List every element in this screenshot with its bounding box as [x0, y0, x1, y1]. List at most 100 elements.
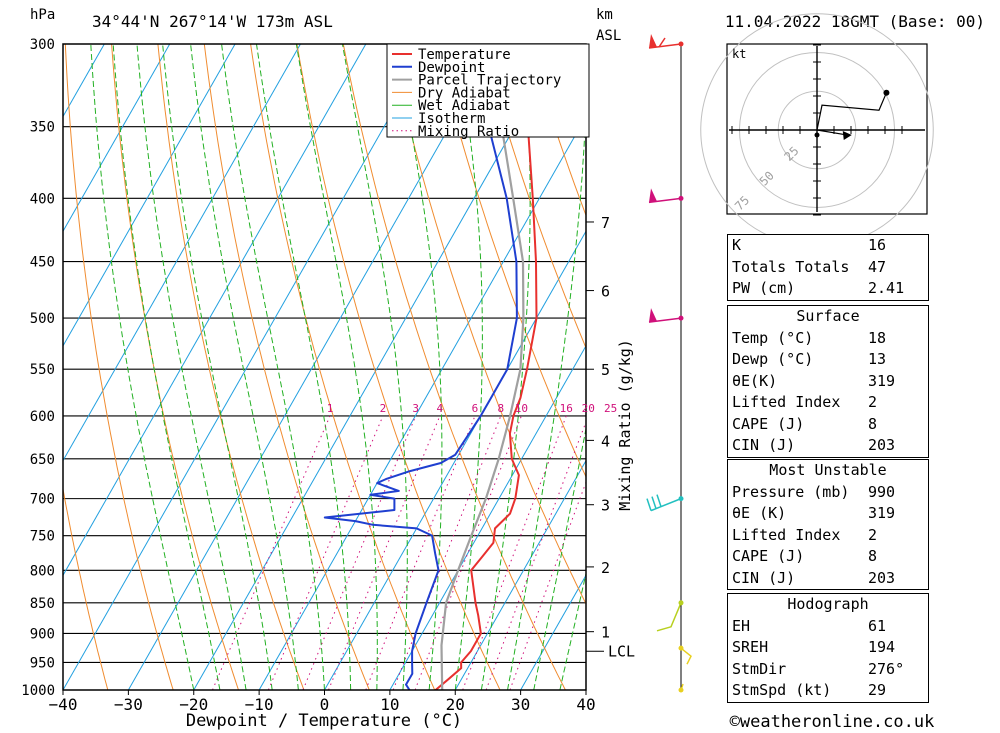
dry-adiabat: [946, 44, 1000, 690]
index-value: 276°: [868, 659, 905, 678]
mixing-ratio-label: 20: [582, 402, 595, 415]
wet-adiabat: [221, 44, 325, 690]
km-tick-label: 2: [601, 559, 610, 577]
wet-adiabat: [295, 44, 378, 690]
temperature-tick-label: 10: [380, 695, 399, 714]
wet-adiabat: [533, 426, 586, 690]
legend-entry: Temperature: [418, 47, 511, 63]
index-label: Totals Totals: [732, 257, 850, 276]
wet-adiabat: [559, 571, 586, 690]
index-label: Temp (°C): [732, 328, 814, 347]
pressure-tick-label: 450: [30, 255, 55, 271]
storm-motion-arrow: [842, 130, 852, 140]
pressure-tick-label: 900: [30, 626, 55, 642]
isotherm-line: [258, 115, 586, 690]
storm-motion-vector: [816, 129, 847, 136]
index-label: CIN (J): [732, 568, 796, 587]
dry-adiabat: [481, 44, 586, 350]
km-tick-label: 7: [601, 214, 610, 232]
indices-unstable-table: Most Unstable Pressure (mb) 990 θE (K) 319 L…: [727, 459, 929, 590]
index-label: Lifted Index: [732, 393, 841, 411]
dry-adiabat: [111, 44, 239, 690]
index-row: Totals Totals 47: [728, 257, 928, 279]
index-row: Lifted Index 2: [728, 525, 928, 547]
index-value: 194: [868, 638, 896, 656]
indices-general-table: K 16 Totals Totals 47 PW (cm) 2.41: [727, 234, 929, 301]
pressure-tick-label: 300: [30, 37, 55, 53]
index-label: θE (K): [732, 504, 787, 522]
mixing-ratio-label: 25: [604, 402, 617, 415]
pressure-tick-label: 750: [30, 529, 55, 545]
dry-adiabat: [342, 44, 566, 690]
legend-entry: Dewpoint: [418, 60, 485, 76]
pressure-tick-label: 700: [30, 492, 55, 508]
index-value: 319: [868, 371, 896, 390]
wind-barb: [678, 683, 684, 693]
isotherm-line: [63, 44, 236, 347]
mixing-ratio-line: [267, 415, 384, 690]
wet-adiabat: [136, 44, 247, 690]
mixing-ratio-axis-label: Mixing Ratio (g/kg): [616, 339, 634, 511]
legend-entry: Isotherm: [418, 111, 485, 127]
index-row: Pressure (mb) 990: [728, 482, 928, 504]
index-label: PW (cm): [732, 279, 796, 297]
index-value: 61: [868, 616, 887, 635]
index-label: CAPE (J): [732, 414, 805, 433]
km-tick-label: 5: [601, 361, 610, 379]
index-row: K 16: [728, 235, 928, 257]
header-datetime: 11.04.2022 18GMT (Base: 00): [725, 12, 985, 31]
wind-barb: [678, 645, 692, 665]
index-row: CAPE (J) 8: [728, 546, 928, 568]
mixing-ratio-line: [485, 420, 586, 690]
index-row: CIN (J) 203: [728, 568, 928, 590]
mixing-ratio-line: [328, 415, 441, 690]
pressure-tick-label: 350: [30, 120, 55, 136]
isotherm-line: [454, 459, 586, 690]
index-label: Pressure (mb): [732, 482, 850, 501]
legend-entry: Wet Adiabat: [418, 98, 511, 114]
pressure-tick-label: 400: [30, 191, 55, 207]
header-location: 34°44'N 267°14'W 173m ASL: [92, 12, 333, 31]
mixing-ratio-label: 2: [380, 402, 387, 415]
mixing-ratio-label: 8: [498, 402, 505, 415]
wind-barb: [656, 600, 684, 632]
index-value: 47: [868, 257, 887, 276]
temperature-tick-label: 40: [576, 695, 595, 714]
mixing-ratio-line: [302, 415, 417, 690]
dry-adiabat: [64, 44, 174, 690]
dry-adiabat: [296, 44, 501, 690]
index-value: 16: [868, 236, 887, 254]
wet-adiabat: [507, 89, 586, 690]
km-tick-label: 6: [601, 283, 610, 301]
temperature-tick-label: −20: [179, 695, 208, 714]
legend-entry: Mixing Ratio: [418, 124, 519, 140]
index-label: CIN (J): [732, 436, 796, 454]
index-row: Temp (°C) 18: [728, 328, 928, 350]
index-row: EH 61: [728, 616, 928, 638]
km-unit: km: [596, 7, 613, 23]
wind-barb: [646, 494, 684, 512]
wet-adiabat: [480, 44, 531, 690]
index-value: 8: [868, 547, 878, 565]
dry-adiabat: [157, 44, 305, 690]
temperature-tick-label: −40: [49, 695, 78, 714]
temperature-tick-label: 30: [511, 695, 530, 714]
index-row: StmSpd (kt) 29: [728, 680, 928, 702]
index-value: 8: [868, 414, 878, 433]
pressure-tick-label: 650: [30, 452, 55, 468]
index-row: PW (cm) 2.41: [728, 278, 928, 300]
pressure-tick-label: 500: [30, 311, 55, 327]
wet-adiabat: [342, 44, 408, 690]
dry-adiabat: [435, 44, 586, 479]
index-row: θE (K) 319: [728, 503, 928, 525]
mixing-ratio-label: 1: [327, 402, 334, 415]
index-row: Dewp (°C) 13: [728, 349, 928, 371]
index-value: 2: [868, 393, 878, 411]
copyright[interactable]: ©weatheronline.co.uk: [730, 712, 935, 732]
index-row: θE(K) 319: [728, 371, 928, 393]
mixing-ratio-label: 16: [560, 402, 573, 415]
isotherm-line: [63, 44, 432, 690]
km-tick-label: 3: [601, 497, 610, 515]
legend-entry: Parcel Trajectory: [418, 73, 561, 89]
